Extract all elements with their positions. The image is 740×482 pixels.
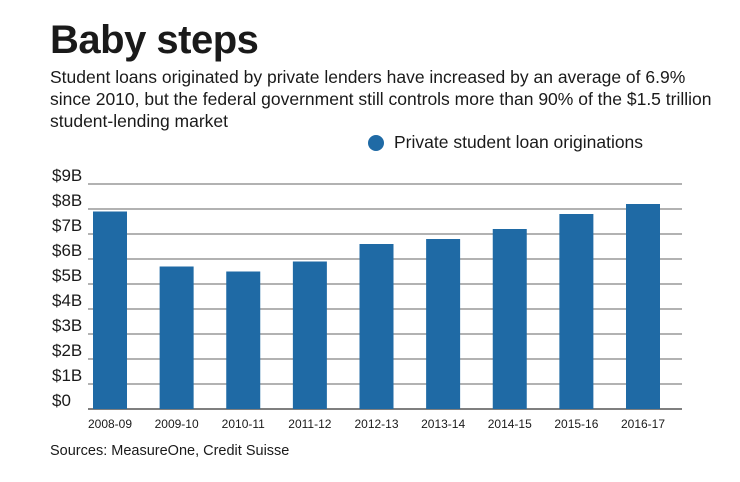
bar-2008-09 [93,211,127,409]
bar-2016-17 [626,204,660,409]
y-tick-label: $7B [52,216,82,235]
x-tick-label: 2009-10 [155,417,199,431]
x-tick-label: 2008-09 [88,417,132,431]
x-tick-label: 2015-16 [554,417,598,431]
bar-2014-15 [492,229,527,409]
chart-subtitle: Student loans originated by private lend… [50,67,712,131]
legend: Private student loan originations [368,132,643,153]
chart-title: Baby steps [50,18,259,62]
source-note: Sources: MeasureOne, Credit Suisse [50,443,290,459]
y-tick-label: $8B [52,191,82,210]
y-tick-label: $4B [52,291,82,310]
legend-marker [368,134,384,151]
bar-2010-11 [226,271,261,409]
y-tick-label: $2B [52,341,82,360]
x-tick-label: 2014-15 [488,417,532,431]
bar-2013-14 [426,239,461,409]
y-tick-label: $3B [52,316,82,335]
legend-label: Private student loan originations [394,132,644,152]
y-tick-label: $9B [52,166,82,185]
bar-2012-13 [359,244,394,409]
y-tick-label: $6B [52,241,82,260]
bar-2011-12 [292,261,327,409]
x-tick-label: 2010-11 [222,417,265,431]
x-tick-label: 2013-14 [421,417,465,431]
bar-2015-16 [559,214,594,409]
x-tick-label: 2012-13 [354,417,398,431]
bar-2009-10 [159,266,194,409]
y-tick-label: $0 [52,391,71,410]
x-tick-label: 2011-12 [288,417,331,431]
x-tick-label: 2016-17 [621,417,665,431]
y-tick-label: $5B [52,266,82,285]
y-tick-label: $1B [52,366,82,385]
